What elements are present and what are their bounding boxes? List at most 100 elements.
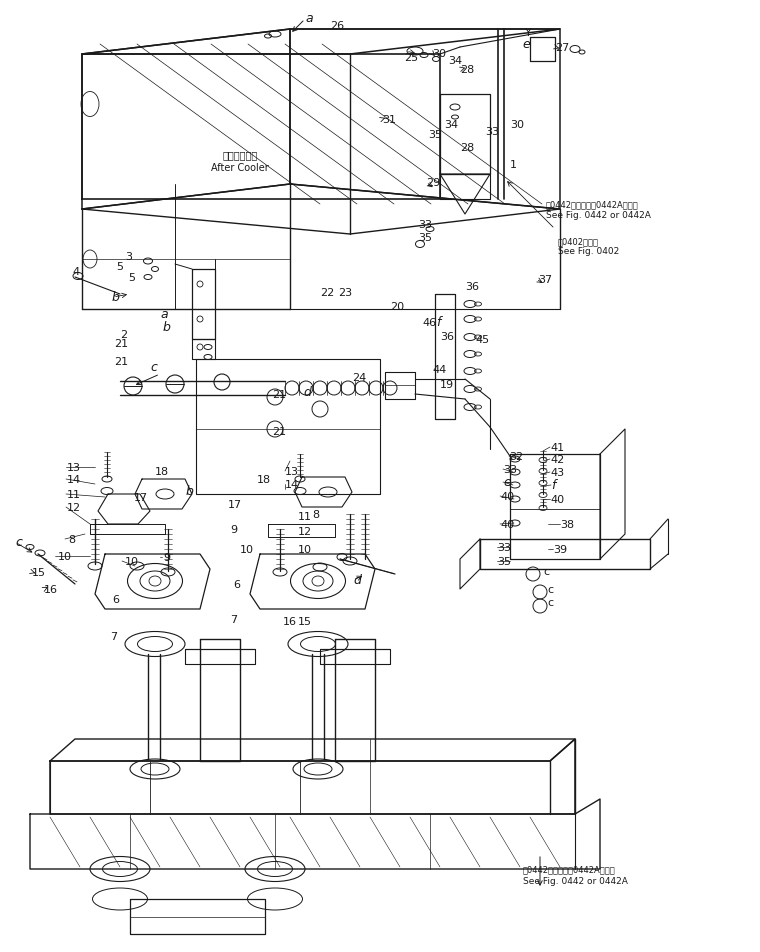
Text: 32: 32 [509, 451, 523, 462]
Text: 7: 7 [110, 631, 117, 642]
Text: 11: 11 [298, 511, 312, 522]
Text: 33: 33 [503, 465, 517, 474]
Text: e: e [522, 38, 530, 51]
Text: 5: 5 [116, 262, 123, 271]
Text: 14: 14 [67, 474, 81, 485]
Text: 43: 43 [550, 467, 564, 478]
Text: 17: 17 [228, 500, 242, 509]
Text: 15: 15 [32, 567, 46, 578]
Text: c: c [547, 585, 553, 594]
Text: 21: 21 [272, 426, 286, 437]
Text: 40: 40 [500, 520, 514, 529]
Text: 30: 30 [432, 49, 446, 59]
Text: 36: 36 [440, 331, 454, 342]
Text: 26: 26 [330, 21, 344, 31]
Text: 36: 36 [465, 282, 479, 291]
Text: See Fig. 0402: See Fig. 0402 [558, 248, 619, 256]
Text: 23: 23 [338, 288, 352, 298]
Text: 35: 35 [418, 232, 432, 243]
Text: 17: 17 [134, 492, 148, 503]
Text: 20: 20 [390, 302, 404, 311]
Text: 31: 31 [382, 115, 396, 125]
Text: 16: 16 [283, 616, 297, 626]
Text: 9: 9 [230, 525, 237, 534]
Text: 45: 45 [475, 335, 489, 345]
Text: 27: 27 [555, 43, 569, 53]
Text: d: d [303, 387, 311, 399]
Text: 33: 33 [418, 220, 432, 229]
Text: 1: 1 [510, 160, 517, 169]
Text: 7: 7 [230, 614, 237, 625]
Text: 15: 15 [298, 616, 312, 626]
Text: 28: 28 [460, 143, 474, 153]
Text: 46: 46 [422, 318, 436, 327]
Text: 12: 12 [67, 503, 81, 512]
Text: 第0442図または第0442A図参照: 第0442図または第0442A図参照 [546, 200, 638, 209]
Text: 44: 44 [432, 365, 446, 374]
Text: 14: 14 [285, 480, 299, 489]
Text: 25: 25 [404, 53, 418, 63]
Text: 39: 39 [553, 545, 567, 554]
Text: 42: 42 [550, 454, 564, 465]
Text: 13: 13 [67, 463, 81, 472]
Text: 9: 9 [163, 552, 170, 563]
Text: e: e [503, 476, 511, 489]
Text: 21: 21 [114, 339, 128, 348]
Text: 16: 16 [44, 585, 58, 594]
Text: 2: 2 [120, 329, 127, 340]
Text: アフタクーラ: アフタクーラ [223, 149, 258, 160]
Text: 19: 19 [440, 380, 454, 389]
Text: 4: 4 [72, 267, 79, 277]
Text: a: a [305, 11, 312, 25]
Text: 10: 10 [125, 556, 139, 566]
Text: a: a [160, 308, 168, 321]
Text: 34: 34 [448, 56, 462, 66]
Text: After Cooler: After Cooler [211, 163, 269, 173]
Text: 35: 35 [497, 556, 511, 566]
Text: 22: 22 [320, 288, 334, 298]
Text: 10: 10 [58, 551, 72, 562]
Text: 11: 11 [67, 489, 81, 500]
Text: 第0442図または第0442A図参照: 第0442図または第0442A図参照 [523, 864, 616, 874]
Text: 10: 10 [298, 545, 312, 554]
Text: 13: 13 [285, 466, 299, 477]
Text: f: f [551, 479, 556, 492]
Text: 33: 33 [485, 127, 499, 137]
Text: 30: 30 [510, 120, 524, 129]
Text: See Fig. 0442 or 0442A: See Fig. 0442 or 0442A [546, 210, 651, 219]
Text: f: f [436, 316, 440, 329]
Text: Y: Y [524, 28, 531, 38]
Text: 18: 18 [257, 474, 271, 485]
Text: c: c [547, 597, 553, 607]
Text: 10: 10 [240, 545, 254, 554]
Text: 24: 24 [352, 372, 366, 383]
Text: 40: 40 [500, 491, 514, 502]
Text: 41: 41 [550, 443, 564, 452]
Text: See Fig. 0442 or 0442A: See Fig. 0442 or 0442A [523, 877, 628, 885]
Text: 5: 5 [128, 272, 135, 283]
Text: c: c [150, 361, 157, 374]
Text: d: d [353, 574, 361, 586]
Text: 38: 38 [560, 520, 574, 529]
Text: 12: 12 [298, 526, 312, 536]
Text: 6: 6 [112, 594, 119, 605]
Text: c: c [15, 536, 22, 549]
Text: 18: 18 [155, 466, 169, 477]
Text: b: b [112, 291, 120, 305]
Text: 28: 28 [460, 65, 474, 75]
Text: 35: 35 [428, 129, 442, 140]
Text: 34: 34 [444, 120, 458, 129]
Text: b: b [163, 321, 171, 334]
Text: 29: 29 [426, 178, 440, 188]
Text: 3: 3 [125, 251, 132, 262]
Text: 37: 37 [538, 275, 552, 285]
Text: 8: 8 [312, 509, 319, 520]
Text: 21: 21 [272, 389, 286, 400]
Text: 第0402図参照: 第0402図参照 [558, 237, 599, 247]
Text: c: c [543, 566, 549, 576]
Text: 6: 6 [233, 580, 240, 589]
Text: 40: 40 [550, 494, 564, 505]
Text: b: b [186, 485, 194, 498]
Text: 33: 33 [497, 543, 511, 552]
Text: 21: 21 [114, 357, 128, 367]
